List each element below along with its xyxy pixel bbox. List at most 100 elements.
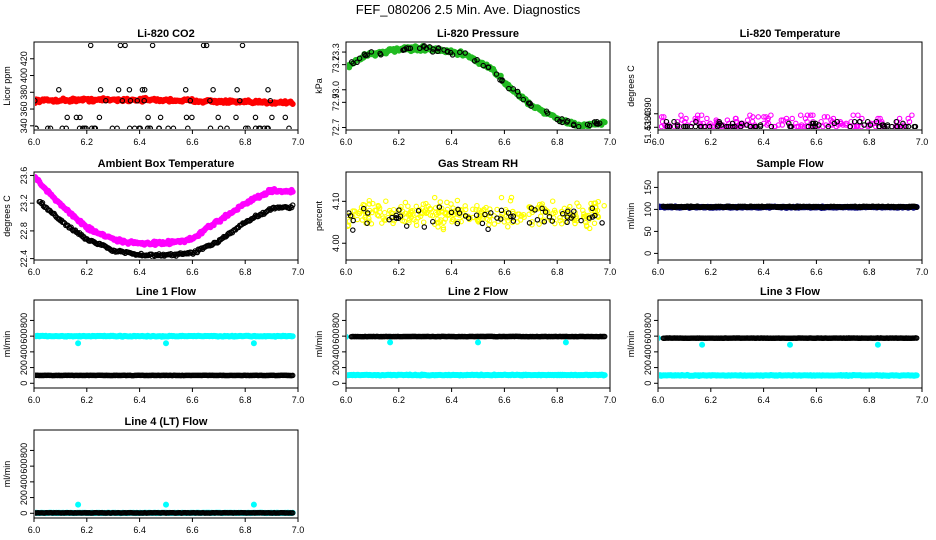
- data-point: [556, 118, 563, 125]
- data-point: [470, 206, 476, 213]
- data-point: [361, 51, 368, 58]
- data-point: [415, 208, 422, 214]
- data-point: [825, 123, 832, 129]
- data-point: [663, 118, 670, 125]
- data-point: [564, 219, 570, 226]
- x-tick-label: 6.6: [498, 395, 511, 405]
- data-point: [442, 211, 449, 217]
- data-point: [424, 209, 430, 216]
- data-point: [499, 211, 505, 217]
- chart-line1: Line 1 Flow ml/min 6.0 6.2 6.4 6.6 6.8 7.0 0 2004…: [2, 286, 304, 405]
- data-point: [498, 207, 505, 214]
- chart-title: Line 1 Flow: [136, 286, 196, 298]
- data-point: [848, 118, 854, 125]
- data-point: [147, 125, 154, 129]
- data-point: [693, 118, 699, 125]
- data-point: [497, 216, 504, 222]
- y-tick-label: 22.4: [19, 250, 29, 268]
- data-point: [366, 201, 373, 207]
- data-point: [692, 115, 698, 122]
- data-point: [664, 123, 671, 129]
- data-point: [591, 220, 598, 227]
- chart-title: Line 2 Flow: [448, 286, 508, 298]
- data-point: [549, 198, 556, 204]
- data-point: [601, 203, 607, 209]
- data-point: [704, 115, 710, 122]
- data-point: [821, 114, 828, 120]
- data-point: [405, 203, 411, 209]
- data-point: [505, 224, 511, 230]
- data-point: [462, 206, 469, 213]
- data-point: [912, 123, 919, 129]
- x-tick-label: 6.8: [863, 395, 876, 405]
- data-point: [583, 222, 590, 228]
- x-tick-label: 7.0: [604, 267, 617, 277]
- x-tick-label: 7.0: [916, 137, 929, 147]
- data-point: [359, 217, 366, 223]
- x-tick-label: 6.6: [810, 137, 823, 147]
- data-point: [347, 218, 353, 224]
- x-tick-label: 7.0: [292, 267, 305, 277]
- data-point: [684, 123, 690, 129]
- data-point: [593, 120, 600, 127]
- data-point: [435, 45, 441, 52]
- x-tick-label: 6.4: [445, 395, 458, 405]
- data-point: [373, 207, 380, 213]
- data-point: [457, 49, 463, 56]
- data-point: [787, 341, 794, 348]
- data-point: [448, 201, 454, 207]
- x-tick-label: 6.0: [652, 395, 665, 405]
- x-tick-label: 7.0: [916, 267, 929, 277]
- data-point: [855, 112, 861, 118]
- y-tick-label: 800: [643, 313, 653, 328]
- data-point: [698, 123, 704, 129]
- data-point: [459, 213, 465, 219]
- chart-temperature: Li-820 Temperature degrees C 6.0 6.2 6.4 6.6 6…: [626, 28, 928, 147]
- data-point: [539, 205, 545, 212]
- data-point: [215, 114, 221, 121]
- data-point: [873, 118, 880, 125]
- x-tick-label: 6.0: [28, 395, 41, 405]
- chart-points: [35, 501, 296, 517]
- y-tick-label: 23.6: [19, 167, 29, 185]
- data-point: [269, 114, 275, 121]
- data-point: [360, 208, 367, 214]
- plot-frame: [657, 171, 923, 261]
- data-point: [141, 87, 148, 93]
- data-point: [56, 87, 62, 93]
- x-tick-label: 6.4: [133, 395, 146, 405]
- data-point: [409, 207, 416, 214]
- y-tick-label: 50: [643, 226, 653, 236]
- chart-title: Sample Flow: [756, 158, 824, 170]
- data-point: [551, 207, 558, 214]
- data-point: [747, 123, 754, 129]
- data-point: [510, 213, 517, 219]
- data-point: [454, 197, 461, 204]
- x-tick-label: 6.4: [133, 267, 146, 277]
- data-point: [798, 123, 804, 129]
- data-point: [543, 108, 550, 114]
- x-tick-label: 6.6: [498, 137, 511, 147]
- data-point: [282, 114, 289, 121]
- data-point: [375, 202, 381, 209]
- data-point: [390, 206, 397, 213]
- x-tick-label: 7.0: [292, 137, 305, 147]
- data-point: [601, 372, 608, 379]
- data-point: [419, 205, 426, 212]
- y-tick-label: 200: [19, 360, 29, 375]
- y-tick-label: 100: [643, 202, 653, 217]
- data-point: [407, 45, 414, 52]
- data-point: [699, 341, 706, 348]
- data-point: [449, 52, 456, 58]
- data-point: [427, 206, 434, 212]
- y-axis-label: percent: [314, 200, 324, 231]
- x-tick-label: 6.0: [652, 267, 665, 277]
- x-tick-label: 6.8: [239, 395, 252, 405]
- x-tick-label: 6.2: [705, 137, 718, 147]
- y-tick-label: 73.2: [331, 56, 341, 74]
- data-point: [440, 224, 447, 231]
- data-point: [207, 97, 213, 104]
- data-point: [250, 501, 257, 508]
- data-point: [755, 114, 762, 120]
- x-tick-label: 7.0: [292, 395, 305, 405]
